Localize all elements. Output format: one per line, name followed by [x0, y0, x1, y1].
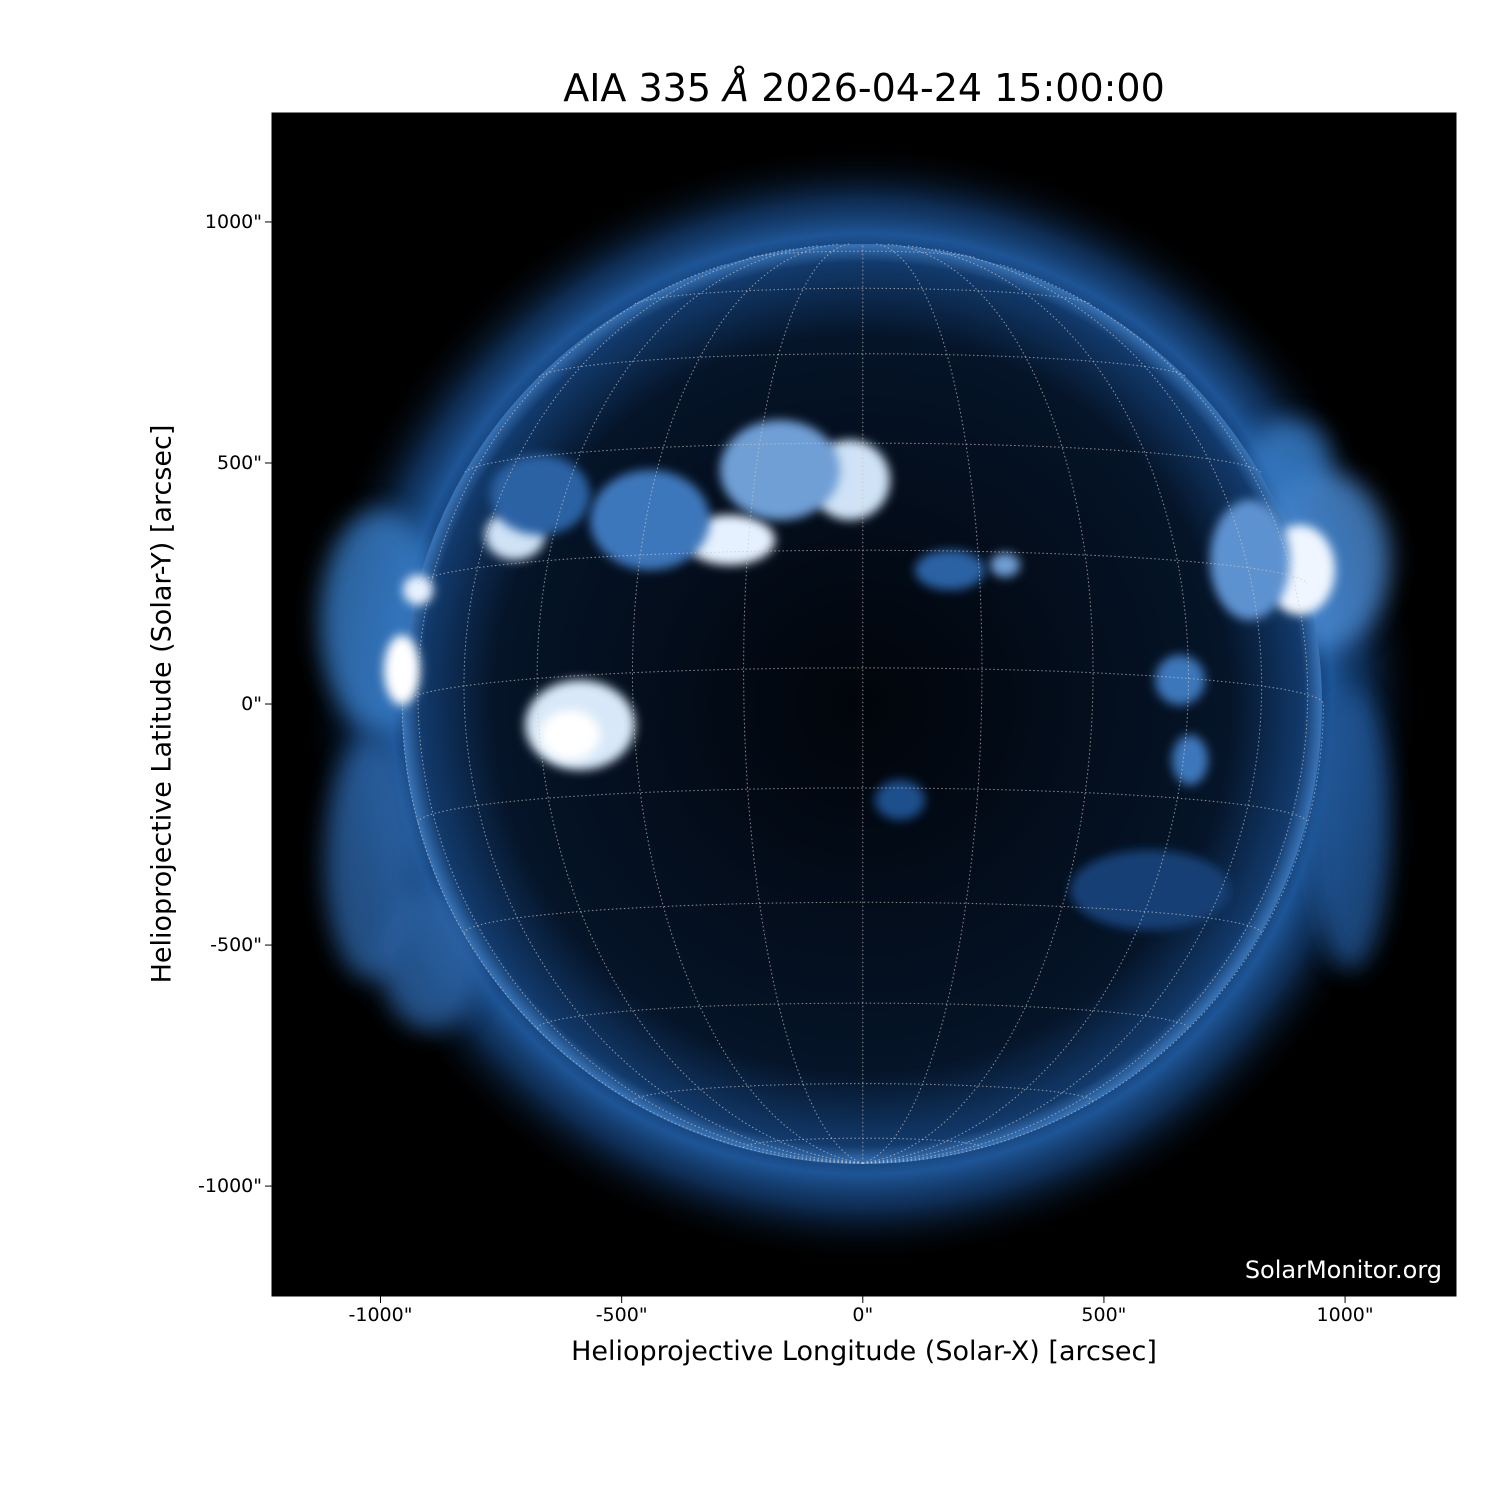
- latitude-gridline: [538, 353, 1187, 378]
- longitude-gridline: [862, 243, 983, 1164]
- active-region: [384, 635, 420, 705]
- latitude-gridline: [743, 1137, 983, 1148]
- watermark-credit: SolarMonitor.org: [1244, 1256, 1442, 1284]
- x-tick-label: 0": [852, 1304, 874, 1326]
- chart-title: AIA 335 Å 2026-04-24 15:00:00: [272, 66, 1456, 110]
- active-region: [875, 780, 925, 820]
- active-region: [1172, 735, 1208, 785]
- title-instrument: AIA 335: [563, 66, 712, 110]
- latitude-gridline: [632, 1083, 1094, 1102]
- longitude-gridline: [631, 243, 863, 1164]
- y-tick-label: -1000": [198, 1175, 262, 1198]
- title-unit: Å: [723, 66, 750, 110]
- y-tick-label: 1000": [204, 210, 262, 233]
- x-tick-label: -1000": [348, 1304, 413, 1326]
- longitude-gridline: [862, 243, 1094, 1164]
- active-region: [490, 455, 590, 535]
- x-tick-label: 1000": [1316, 1304, 1374, 1326]
- longitude-gridline: [536, 245, 863, 1164]
- active-region: [403, 575, 433, 605]
- active-region: [990, 553, 1020, 577]
- active-region: [590, 470, 710, 570]
- active-region: [1210, 500, 1290, 620]
- latitude-gridline: [749, 250, 977, 259]
- x-tick-label: -500": [595, 1304, 648, 1326]
- longitude-gridline: [463, 248, 863, 1164]
- active-region: [1070, 850, 1230, 930]
- latitude-gridline: [417, 549, 1308, 585]
- off-limb-emission: [1310, 690, 1390, 970]
- active-region: [720, 420, 840, 520]
- x-axis-label: Helioprojective Longitude (Solar-X) [arc…: [571, 1336, 1157, 1367]
- active-region: [915, 550, 985, 590]
- longitude-gridline: [862, 245, 1190, 1164]
- off-limb-emission: [380, 890, 480, 1030]
- active-region: [1155, 655, 1205, 705]
- latitude-gridline: [634, 287, 1092, 305]
- latitude-gridline: [401, 667, 1324, 705]
- longitude-gridline: [862, 248, 1263, 1164]
- active-region: [540, 710, 600, 760]
- title-datetime: 2026-04-24 15:00:00: [761, 66, 1165, 110]
- latitude-gridline: [536, 1002, 1189, 1029]
- y-tick-label: 0": [241, 693, 262, 716]
- latitude-gridline: [464, 442, 1262, 473]
- y-tick-label: 500": [216, 451, 262, 474]
- x-tick-label: 500": [1081, 1304, 1127, 1326]
- latitude-gridline: [463, 901, 1263, 934]
- y-axis-label: Helioprojective Latitude (Solar-Y) [arcs…: [146, 424, 178, 984]
- longitude-gridline: [743, 243, 863, 1164]
- off-limb-emission: [1250, 420, 1330, 500]
- y-tick-label: -500": [210, 934, 262, 957]
